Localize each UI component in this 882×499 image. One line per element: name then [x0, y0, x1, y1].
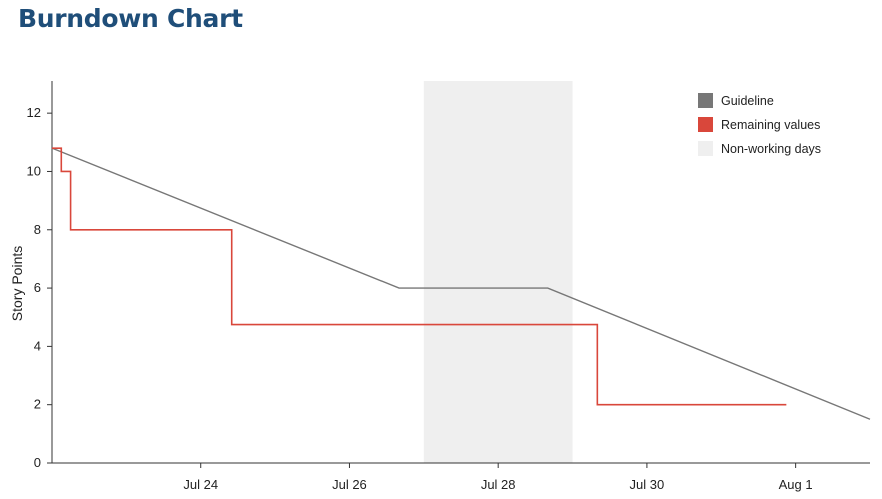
x-tick-label: Jul 26 [332, 477, 367, 492]
x-tick-label: Jul 30 [630, 477, 665, 492]
y-tick-label: 10 [27, 163, 41, 178]
y-axis-title: Story Points [9, 246, 25, 321]
legend-swatch [698, 141, 713, 156]
y-tick-label: 0 [34, 455, 41, 470]
x-tick-label: Jul 24 [183, 477, 218, 492]
legend-label: Non-working days [721, 142, 821, 156]
x-tick-label: Aug 1 [779, 477, 813, 492]
axes [51, 81, 870, 464]
y-tick-label: 6 [34, 280, 41, 295]
y-tick-label: 8 [34, 222, 41, 237]
remaining-values-series-line [52, 147, 787, 406]
legend: Guideline Remaining values Non-working day… [698, 93, 821, 156]
guideline-series-line [51, 147, 871, 420]
page-title: Burndown Chart [18, 4, 243, 33]
legend-swatch [698, 93, 713, 108]
legend-swatch [698, 117, 713, 132]
y-tick-label: 4 [34, 338, 41, 353]
x-axis-ticks: Jul 24 Jul 26 Jul 28 Jul 30 Aug 1 [183, 463, 813, 492]
non-working-band-layer [423, 81, 573, 463]
series-lines [51, 147, 871, 420]
y-axis-ticks: 0 2 4 6 8 10 12 [27, 105, 52, 470]
y-tick-label: 2 [34, 397, 41, 412]
x-tick-label: Jul 28 [481, 477, 516, 492]
non-working-days-band [423, 81, 573, 463]
y-tick-label: 12 [27, 105, 41, 120]
legend-label: Guideline [721, 94, 774, 108]
legend-label: Remaining values [721, 118, 820, 132]
